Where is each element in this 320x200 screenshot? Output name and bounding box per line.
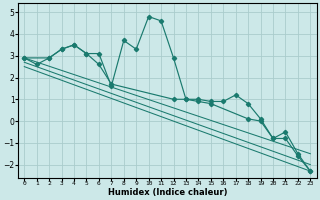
X-axis label: Humidex (Indice chaleur): Humidex (Indice chaleur) bbox=[108, 188, 227, 197]
